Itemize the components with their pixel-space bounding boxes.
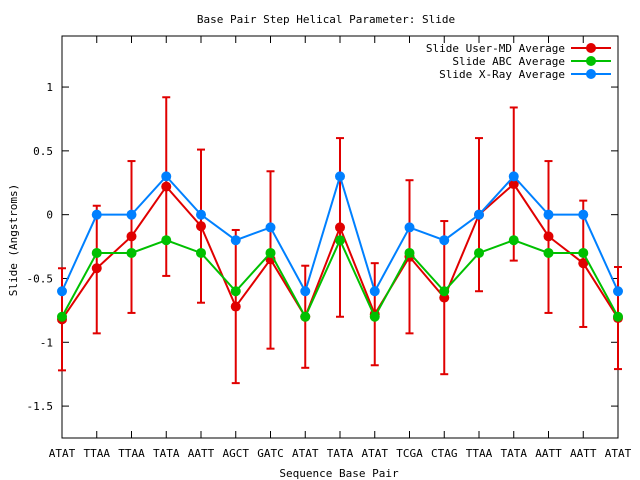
data-point-3 bbox=[230, 235, 241, 246]
x-tick-label: TTAA bbox=[84, 447, 111, 460]
data-point-1 bbox=[543, 231, 554, 242]
legend-marker-1 bbox=[586, 43, 596, 53]
data-point-1 bbox=[335, 222, 345, 233]
x-tick-label: TCGA bbox=[396, 447, 423, 460]
data-point-2 bbox=[335, 235, 345, 246]
data-point-2 bbox=[265, 247, 276, 258]
x-tick-label: ATAT bbox=[362, 447, 389, 460]
data-point-2 bbox=[300, 311, 311, 322]
y-axis-label: Slide (Angstroms) bbox=[7, 184, 20, 297]
data-point-3 bbox=[369, 286, 380, 297]
data-point-3 bbox=[91, 209, 102, 220]
legend-label-3: Slide X-Ray Average bbox=[439, 68, 565, 81]
x-axis-label: Sequence Base Pair bbox=[279, 467, 399, 480]
data-point-2 bbox=[439, 286, 450, 297]
legend-marker-3 bbox=[586, 69, 596, 79]
data-point-1 bbox=[126, 231, 137, 242]
x-tick-label: CTAG bbox=[431, 447, 458, 460]
data-point-2 bbox=[91, 247, 102, 258]
data-point-1 bbox=[230, 301, 241, 312]
x-tick-label: AATT bbox=[188, 447, 215, 460]
data-point-2 bbox=[543, 247, 554, 258]
x-tick-label: TATA bbox=[501, 447, 528, 460]
data-point-2 bbox=[613, 311, 623, 322]
y-tick-label: 1 bbox=[46, 81, 53, 94]
x-tick-label: TATA bbox=[153, 447, 180, 460]
y-tick-label: -0.5 bbox=[27, 272, 54, 285]
data-point-2 bbox=[161, 235, 172, 246]
data-point-2 bbox=[474, 247, 484, 258]
data-point-3 bbox=[508, 171, 519, 182]
x-tick-label: AGCT bbox=[223, 447, 250, 460]
data-point-1 bbox=[578, 258, 589, 269]
data-point-3 bbox=[578, 209, 589, 220]
x-tick-label: GATC bbox=[257, 447, 284, 460]
data-point-3 bbox=[265, 222, 276, 233]
data-point-3 bbox=[439, 235, 450, 246]
plot-area: 1 0.5 0 -0.5 -1 -1.5 ATAT TTAA TTAA TATA AATT AGCT G… bbox=[27, 35, 632, 460]
y-tick-label: -1 bbox=[40, 336, 53, 349]
data-point-1 bbox=[161, 181, 172, 192]
data-point-2 bbox=[230, 286, 241, 297]
data-point-3 bbox=[300, 286, 311, 297]
data-point-2 bbox=[126, 247, 137, 258]
data-point-1 bbox=[91, 263, 102, 274]
data-point-3 bbox=[196, 209, 206, 220]
legend-marker-2 bbox=[586, 56, 596, 66]
data-point-3 bbox=[335, 171, 345, 182]
data-point-3 bbox=[474, 209, 484, 220]
legend-label-2: Slide ABC Average bbox=[452, 55, 565, 68]
y-tick-label: -1.5 bbox=[27, 400, 54, 413]
x-tick-label: AATT bbox=[535, 447, 562, 460]
x-tick-label: AATT bbox=[570, 447, 597, 460]
data-point-3 bbox=[126, 209, 137, 220]
legend-label-1: Slide User-MD Average bbox=[426, 42, 565, 55]
data-point-3 bbox=[613, 286, 623, 297]
x-tick-label: ATAT bbox=[49, 447, 76, 460]
data-point-1 bbox=[196, 221, 206, 232]
x-tick-label: TATA bbox=[327, 447, 354, 460]
data-point-2 bbox=[508, 235, 519, 246]
x-tick-label: ATAT bbox=[605, 447, 632, 460]
data-point-3 bbox=[57, 286, 67, 297]
data-point-2 bbox=[369, 311, 380, 322]
data-point-2 bbox=[196, 247, 206, 258]
data-point-3 bbox=[161, 171, 172, 182]
chart-title: Base Pair Step Helical Parameter: Slide bbox=[197, 13, 455, 26]
y-tick-label: 0 bbox=[46, 209, 53, 222]
data-point-1 bbox=[508, 179, 519, 190]
data-point-3 bbox=[543, 209, 554, 220]
data-point-2 bbox=[57, 311, 67, 322]
y-tick-label: 0.5 bbox=[33, 145, 53, 158]
x-tick-label: ATAT bbox=[292, 447, 319, 460]
data-point-2 bbox=[404, 247, 415, 258]
x-tick-label: TTAA bbox=[118, 447, 145, 460]
x-tick-label: TTAA bbox=[466, 447, 493, 460]
data-point-2 bbox=[578, 247, 589, 258]
data-point-3 bbox=[404, 222, 415, 233]
